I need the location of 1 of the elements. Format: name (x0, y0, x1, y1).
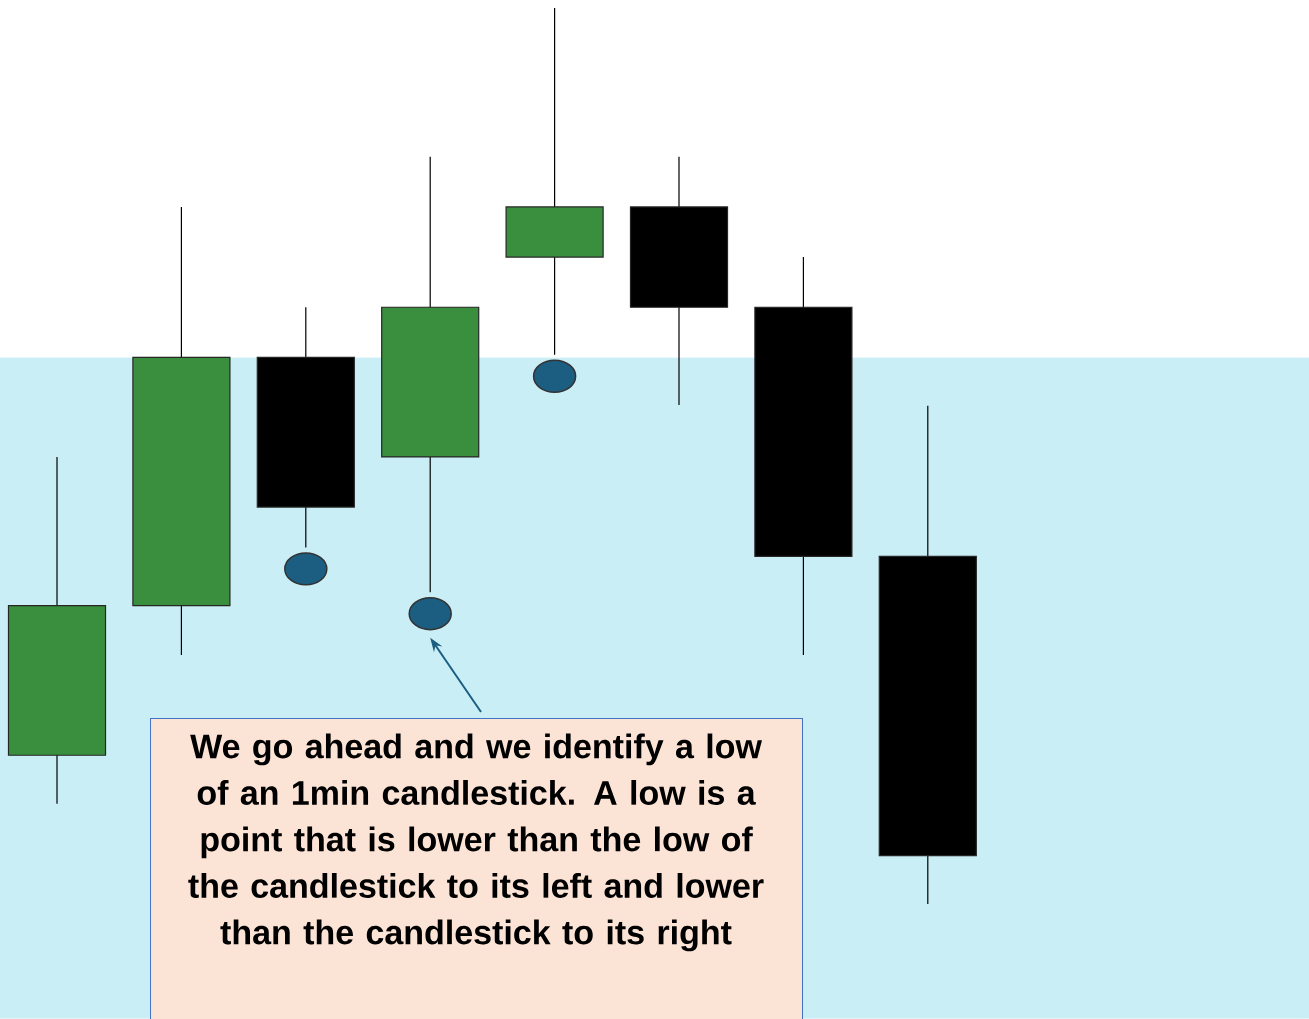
annotation: We go ahead and we identify a low of an 1min candlestick. A low is a point that is lower than the low of the candlestick to its left and lower than the candlestick to its right (188, 733, 764, 952)
